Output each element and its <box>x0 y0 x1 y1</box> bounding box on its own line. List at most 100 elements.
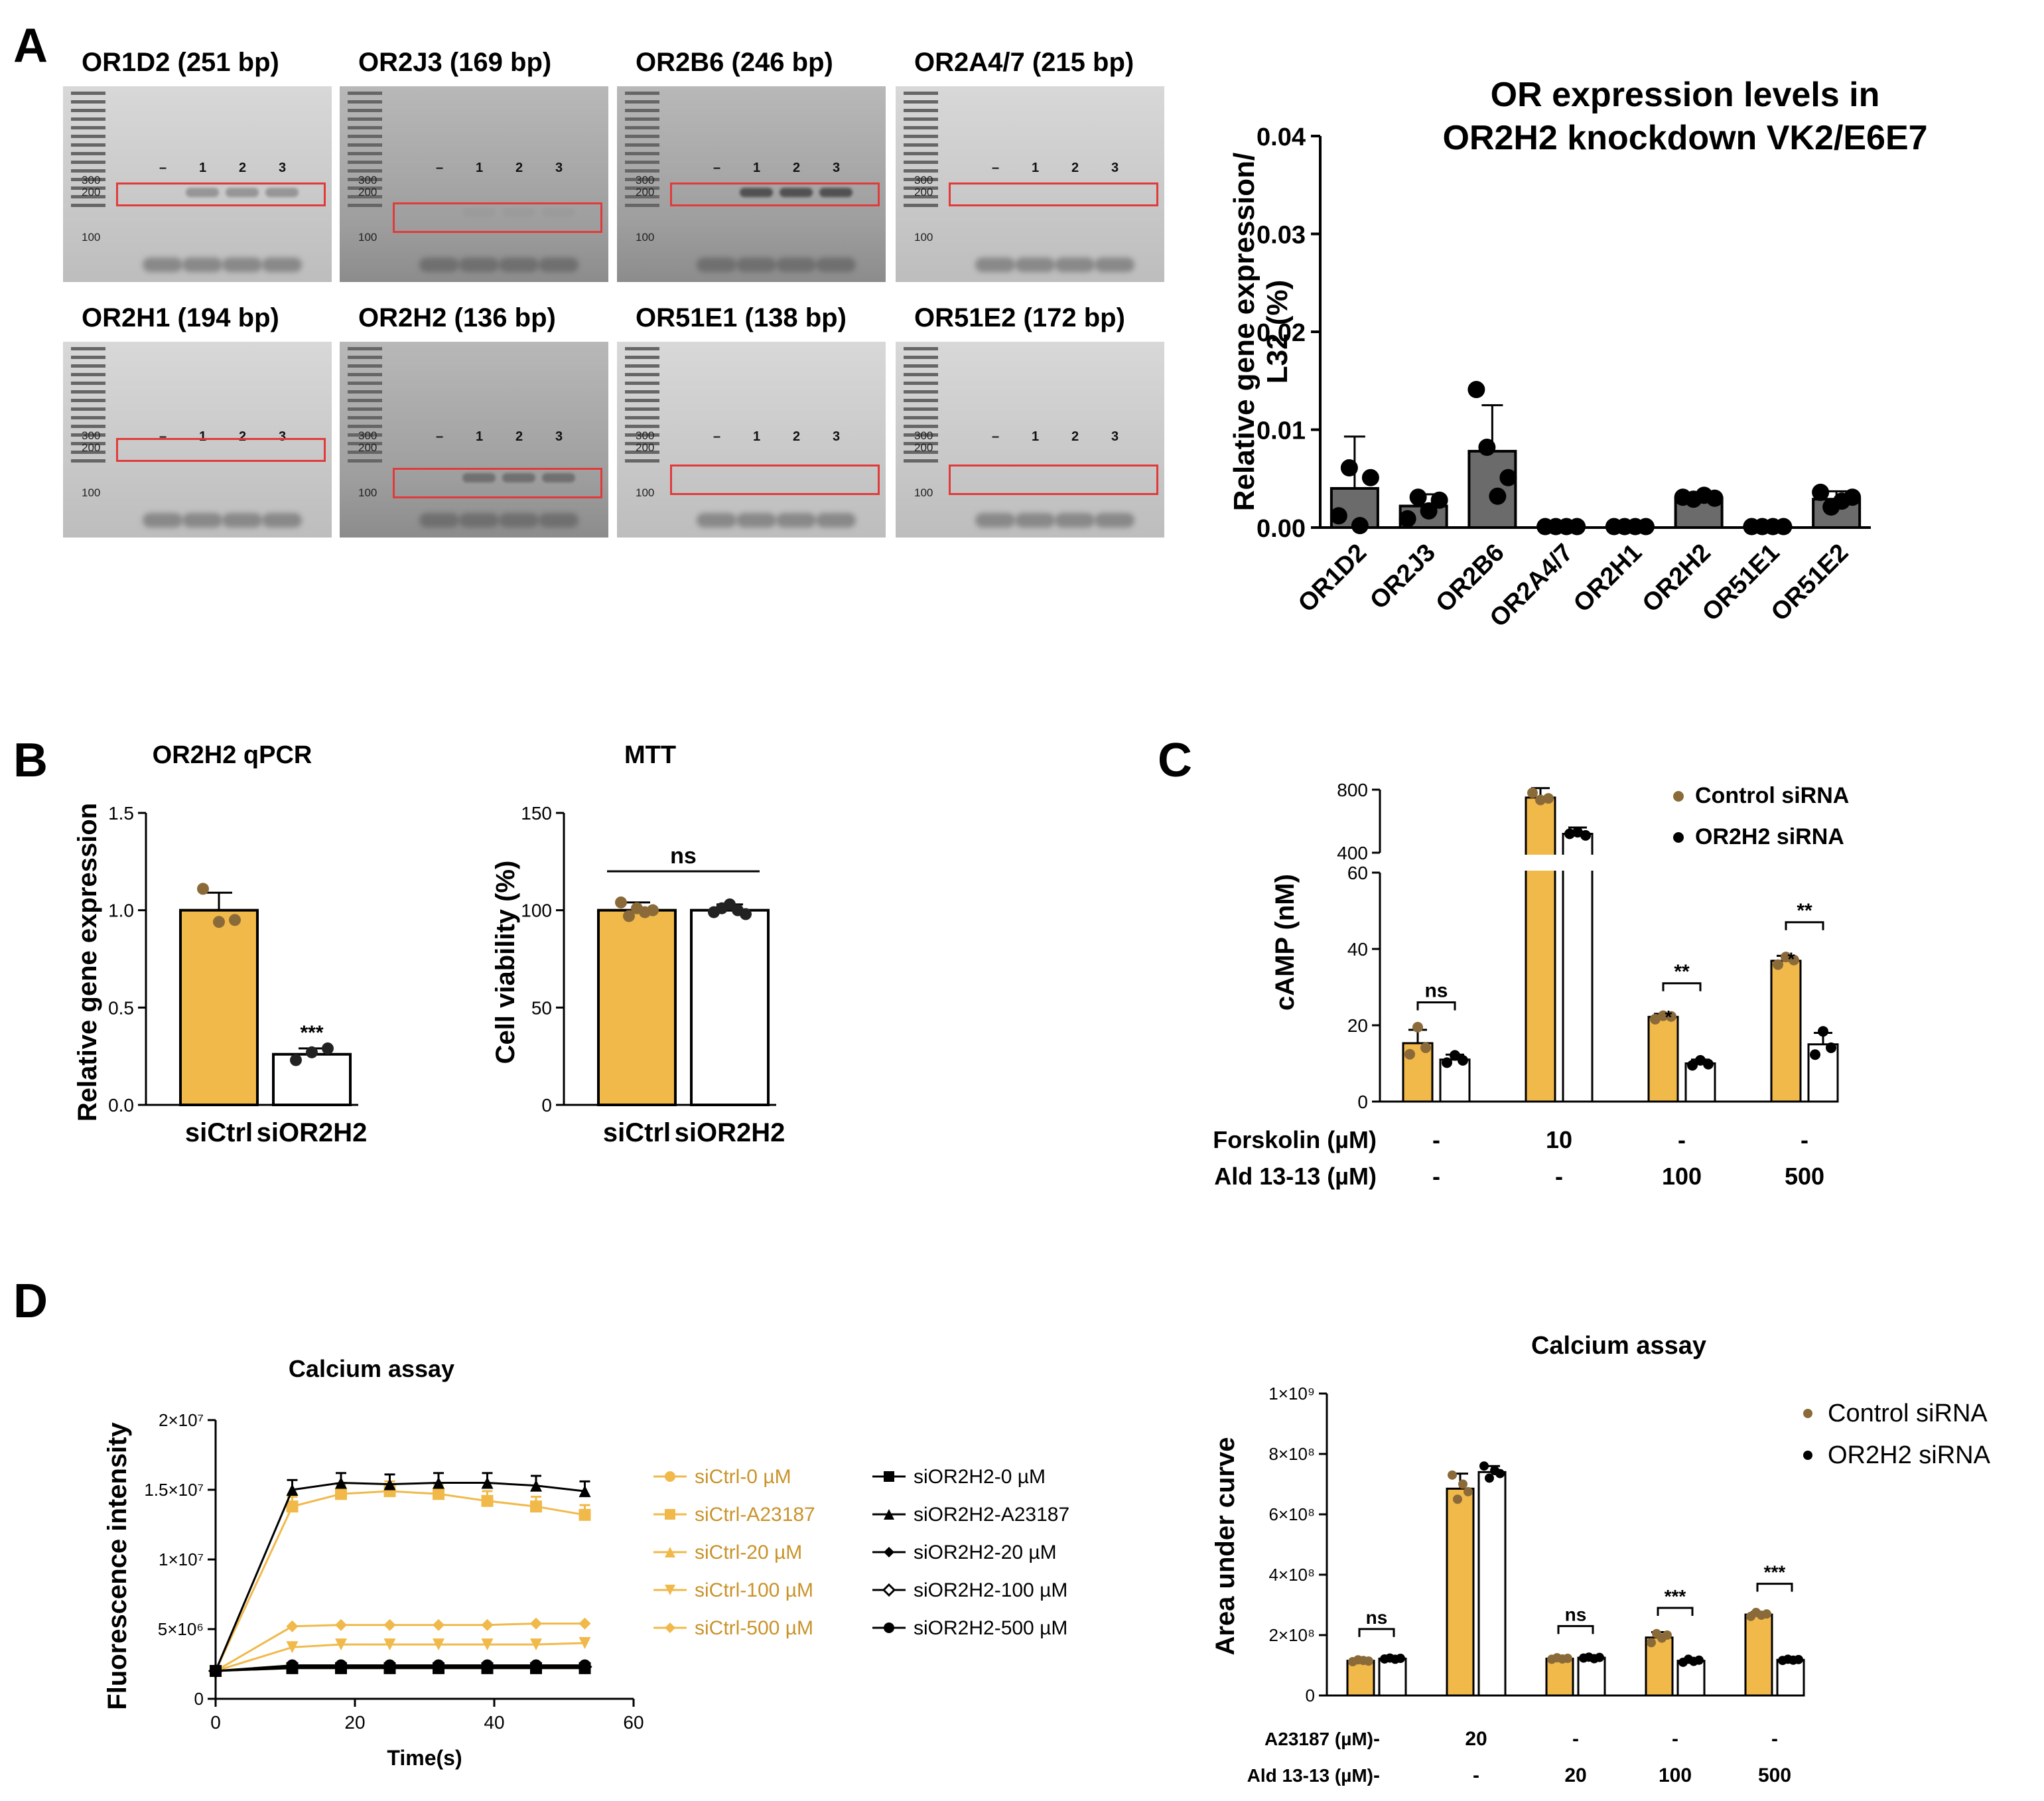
lane-label: 1 <box>1032 429 1040 444</box>
significance-star: * <box>1788 948 1795 969</box>
significance-bracket <box>1557 1624 1594 1634</box>
series-marker <box>286 1500 299 1513</box>
lane-label: – <box>436 429 444 444</box>
lane-label: 3 <box>279 161 287 175</box>
gel-title: OR2A4/7 (215 bp) <box>914 48 1134 77</box>
y-axis-label: Area under curve <box>1211 1437 1240 1655</box>
ladder-band <box>904 356 938 359</box>
data-point <box>1361 468 1379 486</box>
data-point <box>1650 1013 1661 1025</box>
ladder-band <box>71 425 105 428</box>
ladder-band <box>904 152 938 155</box>
ladder-band <box>904 382 938 385</box>
chart-title-line: OR2H2 knockdown VK2/E6E7 <box>1442 119 1927 157</box>
y-axis-label: Relative gene expression <box>73 803 102 1121</box>
ladder-band <box>625 109 659 112</box>
target-band-box <box>670 465 880 495</box>
primer-dimer-smear <box>499 257 539 272</box>
series-marker <box>665 1471 675 1482</box>
ladder-band <box>904 425 938 428</box>
condition-value: 10 <box>1546 1126 1572 1153</box>
ladder-band <box>71 407 105 411</box>
ladder-band <box>71 178 105 181</box>
gel-image: 300 200 100 – 1 2 3 <box>617 86 886 282</box>
ladder-band <box>71 459 105 463</box>
significance-bracket <box>1785 921 1824 930</box>
ladder-band <box>625 425 659 428</box>
lane-label: 2 <box>239 429 247 444</box>
ladder-band <box>625 399 659 402</box>
ladder-band <box>348 407 382 411</box>
ladder-band <box>904 451 938 454</box>
primer-dimer-smear <box>776 257 816 272</box>
data-point <box>1595 1652 1604 1662</box>
significance-bracket <box>1756 1583 1793 1592</box>
ladder-band <box>71 195 105 198</box>
primer-dimer-smear <box>736 257 776 272</box>
ladder-band <box>904 186 938 190</box>
size-marker-label: 100 <box>636 486 655 499</box>
size-marker-label: 200 <box>358 441 377 454</box>
ladder-band <box>348 416 382 419</box>
dna-ladder <box>904 92 938 224</box>
data-point <box>1458 1479 1467 1489</box>
ladder-band <box>904 117 938 121</box>
lane-label: – <box>713 429 721 444</box>
significance-bracket <box>1662 982 1702 991</box>
chart-title: Calcium assay <box>289 1355 454 1382</box>
y-axis-label: L32 (%) <box>1261 280 1294 384</box>
lane-label: 2 <box>515 429 523 444</box>
series-marker <box>335 1477 347 1489</box>
primer-dimer-smear <box>975 257 1015 272</box>
size-marker-label: 100 <box>358 231 377 244</box>
chart-title: OR2H2 qPCR <box>153 741 312 769</box>
data-point <box>1396 1654 1405 1664</box>
pcr-band <box>780 188 813 197</box>
primer-dimer-smear <box>1015 513 1055 528</box>
y-tick-label: 0 <box>1357 1092 1368 1112</box>
legend-label: siOR2H2-500 µM <box>914 1617 1067 1639</box>
legend-label: siCtrl-100 µM <box>695 1579 813 1601</box>
ladder-band <box>71 451 105 454</box>
ladder-band <box>904 390 938 394</box>
condition-value: 20 <box>1564 1765 1586 1786</box>
series-line <box>215 1622 585 1672</box>
ladder-band <box>71 442 105 445</box>
series-marker <box>530 1617 542 1630</box>
lane-label: 3 <box>833 161 841 175</box>
gel-title: OR2B6 (246 bp) <box>636 48 833 77</box>
ladder-band <box>71 373 105 376</box>
condition-label: Ald 13-13 (µM) <box>1214 1163 1377 1190</box>
y-tick-label: 50 <box>531 997 552 1018</box>
data-point <box>1430 491 1448 509</box>
series-marker <box>383 1659 396 1672</box>
legend-label: siOR2H2-0 µM <box>914 1466 1046 1488</box>
ladder-band <box>348 347 382 350</box>
ladder-band <box>71 399 105 402</box>
lane-label: 1 <box>476 429 484 444</box>
data-point <box>1478 439 1496 457</box>
series-marker <box>882 1583 896 1597</box>
data-point <box>1810 1049 1820 1060</box>
y-tick-label: 0.03 <box>1257 222 1306 250</box>
chart-mtt: MTT Cell viability (%) 0 50 100 150 siCtrl siOR… <box>491 741 785 1147</box>
ladder-band <box>348 399 382 402</box>
series-marker <box>335 1488 347 1500</box>
primer-dimer-smear <box>262 513 302 528</box>
ladder-band <box>348 459 382 463</box>
series-marker <box>665 1585 675 1595</box>
lane-label: 1 <box>199 429 207 444</box>
target-band-box <box>949 465 1158 495</box>
series-marker <box>579 1637 591 1649</box>
chart-calcium-auc: Calcium assay Area under curve 0 2×10⁸ 4×10⁸… <box>1211 1332 1991 1786</box>
primer-dimer-smear <box>539 257 579 272</box>
y-tick-label: 400 <box>1337 843 1368 863</box>
ladder-band <box>71 143 105 147</box>
x-tick-label: OR1D2 <box>1293 539 1372 618</box>
legend-label: siCtrl-500 µM <box>695 1617 813 1639</box>
legend-label: siOR2H2-A23187 <box>914 1504 1069 1526</box>
ladder-band <box>71 100 105 104</box>
data-point <box>1706 489 1724 507</box>
primer-dimer-smear <box>182 257 222 272</box>
ladder-band <box>348 364 382 368</box>
